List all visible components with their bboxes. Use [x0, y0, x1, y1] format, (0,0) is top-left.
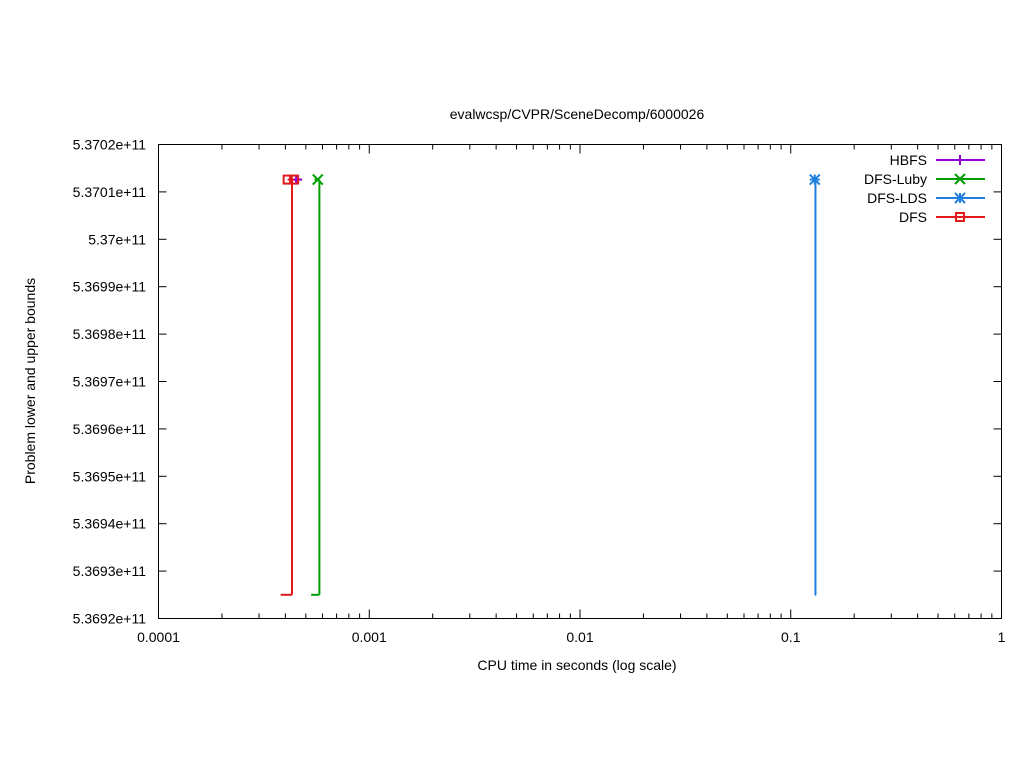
plot-frame — [158, 144, 1002, 619]
y-tick-label: 5.3699e+11 — [73, 279, 147, 295]
legend-label-hbfs: HBFS — [890, 152, 927, 168]
y-tick-label: 5.3698e+11 — [73, 326, 147, 342]
x-tick-label: 0.001 — [352, 629, 387, 645]
y-tick-label: 5.3701e+11 — [73, 184, 147, 200]
y-tick-label: 5.3693e+11 — [73, 563, 147, 579]
legend-label-dfs-luby: DFS-Luby — [864, 171, 927, 187]
x-tick-label: 0.01 — [566, 629, 593, 645]
series-dfs-marker — [289, 174, 300, 185]
legend-marker-dfs-lds — [954, 192, 966, 204]
y-tick-label: 5.3692e+11 — [73, 611, 147, 627]
series-dfs-lds-marker-d2 — [809, 173, 821, 186]
legend: HBFS DFS-Luby DFS-LDS DFS — [864, 152, 985, 225]
series-dfs-luby-marker — [312, 173, 324, 186]
plot-area — [280, 173, 821, 596]
x-tick-label: 0.0001 — [137, 629, 180, 645]
legend-marker-dfs — [955, 212, 965, 222]
y-tick-label: 5.37e+11 — [88, 231, 146, 247]
legend-marker-dfs-lds-d2 — [954, 192, 966, 204]
legend-label-dfs: DFS — [899, 209, 927, 225]
y-tick-label: 5.3702e+11 — [73, 137, 147, 153]
y-tick-label: 5.3695e+11 — [73, 468, 147, 484]
x-tick-label: 1 — [998, 629, 1006, 645]
chart-title: evalwcsp/CVPR/SceneDecomp/6000026 — [450, 106, 705, 122]
legend-marker-hbfs — [955, 155, 965, 165]
legend-marker-dfs-luby-d2 — [954, 173, 966, 185]
axes: 5.3692e+11 5.3693e+11 5.3694e+11 5.3695e+11… — [73, 137, 1006, 646]
series-dfs-luby-marker-d2 — [312, 173, 324, 186]
x-tick-label: 0.1 — [781, 629, 801, 645]
y-tick-label: 5.3697e+11 — [73, 374, 147, 390]
legend-marker-dfs-luby — [954, 173, 966, 185]
series-dfs-lds-marker — [809, 173, 821, 186]
x-axis-label: CPU time in seconds (log scale) — [477, 657, 676, 673]
y-tick-label: 5.3696e+11 — [73, 421, 147, 437]
legend-label-dfs-lds: DFS-LDS — [867, 190, 927, 206]
y-tick-label: 5.3694e+11 — [73, 516, 147, 532]
series-dfs-marker — [282, 174, 293, 185]
y-axis-label: Problem lower and upper bounds — [22, 278, 38, 484]
